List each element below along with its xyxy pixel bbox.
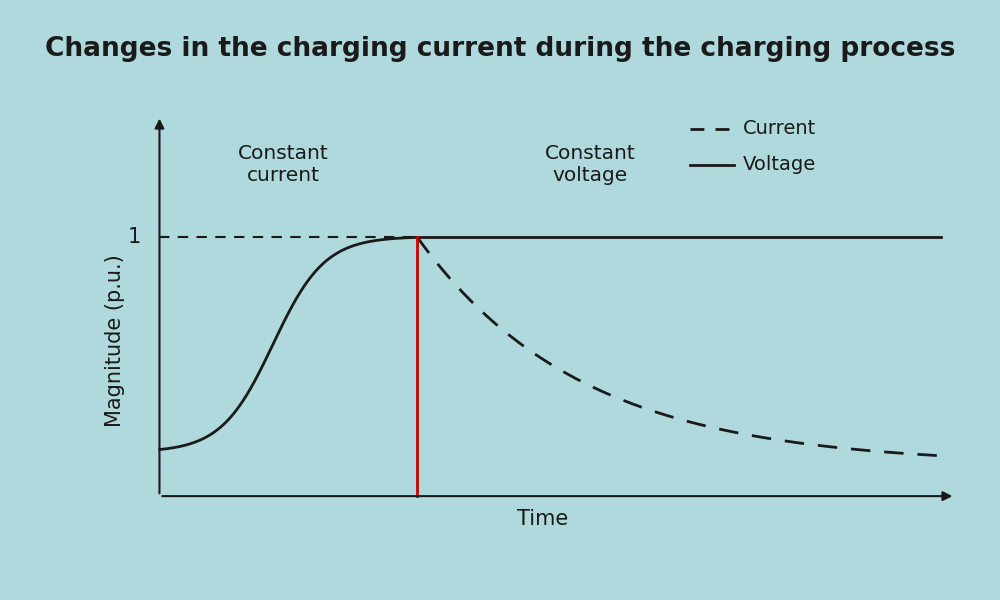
Text: Magnitude (p.u.): Magnitude (p.u.) xyxy=(105,254,125,427)
Text: Voltage: Voltage xyxy=(743,155,816,175)
Text: Changes in the charging current during the charging process: Changes in the charging current during t… xyxy=(45,36,955,62)
Text: 1: 1 xyxy=(128,227,141,247)
Text: Current: Current xyxy=(743,119,816,138)
Text: Constant
current: Constant current xyxy=(238,145,329,185)
Text: Time: Time xyxy=(517,509,568,529)
Text: Constant
voltage: Constant voltage xyxy=(545,145,635,185)
